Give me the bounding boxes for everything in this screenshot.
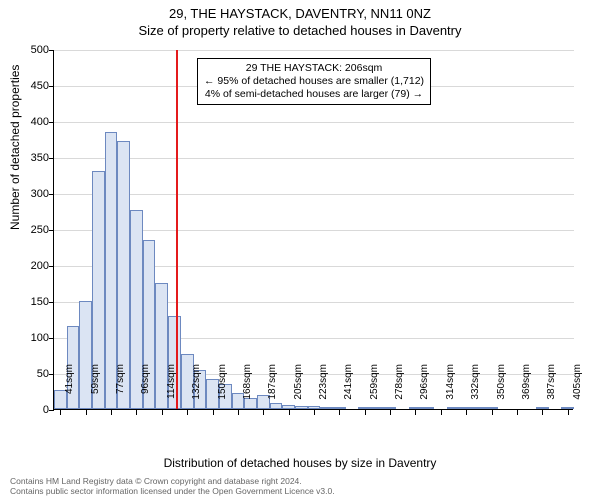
annotation-line: ← 95% of detached houses are smaller (1,… [204,75,424,88]
xtick-label: 314sqm [445,364,456,414]
xtick-label: 77sqm [115,364,126,414]
reference-line [176,50,178,409]
ytick-mark [49,338,54,339]
title-block: 29, THE HAYSTACK, DAVENTRY, NN11 0NZ Siz… [0,0,600,38]
xtick-mark [213,410,214,415]
ytick-mark [49,50,54,51]
ytick-mark [49,302,54,303]
annotation-line: 4% of semi-detached houses are larger (7… [204,88,424,101]
xtick-mark [365,410,366,415]
xtick-label: 241sqm [343,364,354,414]
xtick-mark [466,410,467,415]
xtick-label: 296sqm [419,364,430,414]
ytick-label: 350 [9,152,49,164]
xtick-mark [187,410,188,415]
ytick-mark [49,230,54,231]
xtick-label: 223sqm [318,364,329,414]
xtick-label: 369sqm [521,364,532,414]
xtick-mark [238,410,239,415]
ytick-mark [49,410,54,411]
ytick-label: 200 [9,260,49,272]
xtick-label: 205sqm [293,364,304,414]
ytick-mark [49,122,54,123]
gridline [54,158,574,159]
xtick-mark [517,410,518,415]
xtick-mark [136,410,137,415]
xtick-mark [263,410,264,415]
xtick-mark [568,410,569,415]
xtick-label: 132sqm [191,364,202,414]
ytick-mark [49,266,54,267]
xtick-label: 332sqm [470,364,481,414]
xtick-label: 150sqm [217,364,228,414]
xtick-label: 387sqm [546,364,557,414]
ytick-label: 50 [9,368,49,380]
xtick-mark [86,410,87,415]
annotation-box: 29 THE HAYSTACK: 206sqm← 95% of detached… [197,58,431,105]
xtick-label: 405sqm [572,364,583,414]
footer-line1: Contains HM Land Registry data © Crown c… [10,476,590,486]
ytick-mark [49,374,54,375]
page-title-line2: Size of property relative to detached ho… [0,23,600,38]
ytick-label: 250 [9,224,49,236]
gridline [54,122,574,123]
xtick-mark [390,410,391,415]
xtick-label: 278sqm [394,364,405,414]
xtick-label: 350sqm [496,364,507,414]
xtick-label: 96sqm [140,364,151,414]
xtick-mark [339,410,340,415]
xtick-mark [111,410,112,415]
histogram-chart: 05010015020025030035040045050041sqm59sqm… [53,50,573,410]
ytick-label: 300 [9,188,49,200]
ytick-mark [49,158,54,159]
xtick-label: 187sqm [267,364,278,414]
page-title-line1: 29, THE HAYSTACK, DAVENTRY, NN11 0NZ [0,6,600,21]
xtick-label: 59sqm [90,364,101,414]
xtick-mark [314,410,315,415]
footer-attribution: Contains HM Land Registry data © Crown c… [10,476,590,496]
xtick-mark [289,410,290,415]
xtick-mark [441,410,442,415]
gridline [54,194,574,195]
ytick-mark [49,194,54,195]
xtick-mark [415,410,416,415]
xtick-mark [542,410,543,415]
footer-line2: Contains public sector information licen… [10,486,590,496]
xtick-label: 259sqm [369,364,380,414]
xtick-mark [492,410,493,415]
annotation-line: 29 THE HAYSTACK: 206sqm [204,62,424,75]
plot-area: 05010015020025030035040045050041sqm59sqm… [53,50,573,410]
ytick-label: 0 [9,404,49,416]
ytick-mark [49,86,54,87]
xtick-label: 168sqm [242,364,253,414]
gridline [54,50,574,51]
ytick-label: 100 [9,332,49,344]
xtick-mark [60,410,61,415]
ytick-label: 450 [9,80,49,92]
xtick-mark [162,410,163,415]
ytick-label: 500 [9,44,49,56]
ytick-label: 150 [9,296,49,308]
x-axis-title: Distribution of detached houses by size … [0,456,600,470]
ytick-label: 400 [9,116,49,128]
xtick-label: 41sqm [64,364,75,414]
